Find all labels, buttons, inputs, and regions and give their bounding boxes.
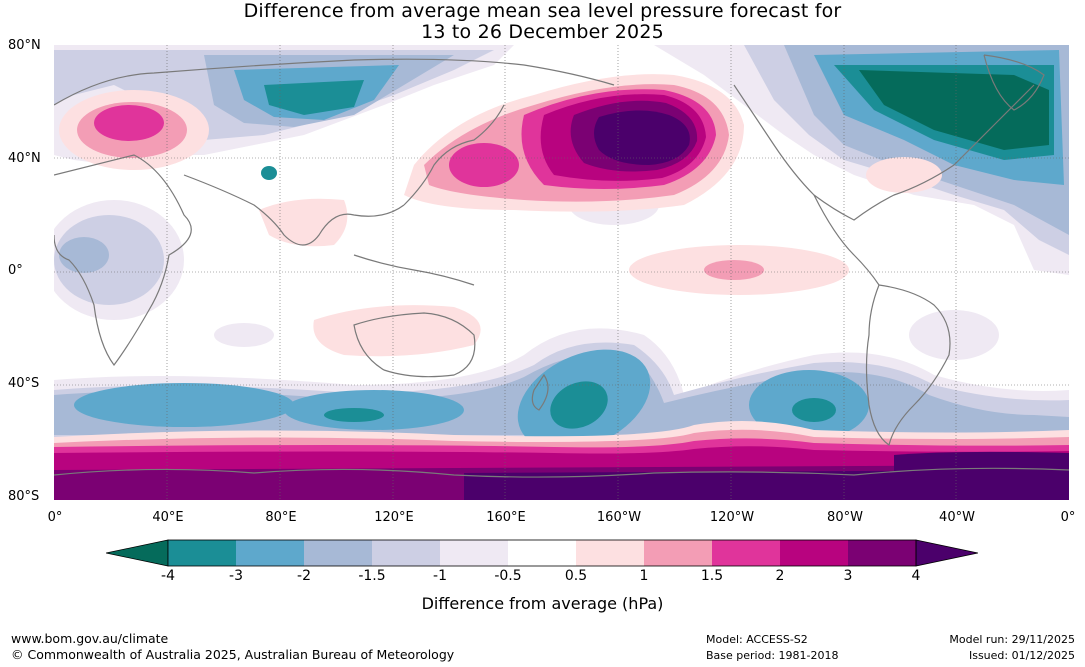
colorbar bbox=[106, 539, 978, 567]
colorbar-low-extend bbox=[106, 539, 169, 567]
colorbar-cell bbox=[508, 540, 577, 566]
colorbar-cell bbox=[780, 540, 849, 566]
lat-label-80s: 80°S bbox=[8, 489, 40, 504]
colorbar-tick-label: -1.5 bbox=[358, 568, 386, 584]
pressure-anomaly-map bbox=[54, 45, 1069, 500]
colorbar-tick-label: -0.5 bbox=[494, 568, 522, 584]
colorbar-tick-label: -3 bbox=[229, 568, 243, 584]
lon-label-120w: 120°W bbox=[709, 510, 755, 525]
lat-label-40s: 40°S bbox=[8, 376, 40, 391]
colorbar-label: Difference from average (hPa) bbox=[421, 594, 664, 613]
lat-label-40n: 40°N bbox=[8, 151, 41, 166]
lon-label-160e: 160°E bbox=[486, 510, 526, 525]
lon-label-80w: 80°W bbox=[827, 510, 863, 525]
footer-url[interactable]: www.bom.gov.au/climate bbox=[11, 631, 169, 646]
lon-label-0e: 0° bbox=[47, 510, 63, 525]
lat-label-80n: 80°N bbox=[8, 38, 41, 53]
colorbar-cell bbox=[576, 540, 645, 566]
footer-copyright: © Commonwealth of Australia 2025, Austra… bbox=[11, 647, 455, 662]
colorbar-cell bbox=[304, 540, 373, 566]
colorbar-cell bbox=[440, 540, 509, 566]
colorbar-high-extend bbox=[915, 539, 978, 567]
colorbar-tick-label: 4 bbox=[911, 568, 921, 584]
lon-label-80e: 80°E bbox=[265, 510, 297, 525]
lat-label-equator: 0° bbox=[8, 263, 23, 278]
footer-base-period: Base period: 1981-2018 bbox=[706, 649, 839, 662]
colorbar-tick-label: 2 bbox=[775, 568, 785, 584]
lon-label-160w: 160°W bbox=[596, 510, 642, 525]
colorbar-tick-label: 0.5 bbox=[564, 568, 588, 584]
map-title-line-2: 13 to 26 December 2025 bbox=[421, 21, 664, 43]
colorbar-cells bbox=[168, 540, 917, 566]
colorbar-cell bbox=[712, 540, 781, 566]
lon-label-120e: 120°E bbox=[374, 510, 414, 525]
colorbar-tick-label: -1 bbox=[433, 568, 447, 584]
footer-issued: Issued: 01/12/2025 bbox=[968, 649, 1075, 662]
colorbar-tick-label: -2 bbox=[297, 568, 311, 584]
colorbar-tick-label: 1 bbox=[639, 568, 649, 584]
footer-model-run: Model run: 29/11/2025 bbox=[949, 633, 1075, 646]
dark-teal-regions bbox=[859, 70, 1049, 150]
gridlines bbox=[54, 45, 1069, 500]
dark-purple-regions bbox=[464, 110, 1069, 500]
footer-model: Model: ACCESS-S2 bbox=[706, 633, 808, 646]
colorbar-cell bbox=[236, 540, 305, 566]
colorbar-cell bbox=[372, 540, 441, 566]
colorbar-tick-label: 1.5 bbox=[700, 568, 724, 584]
colorbar-tick-label: 3 bbox=[843, 568, 853, 584]
lon-label-40e: 40°E bbox=[152, 510, 184, 525]
colorbar-cell bbox=[848, 540, 917, 566]
colorbar-frame bbox=[167, 539, 917, 567]
colorbar-tick-label: -4 bbox=[161, 568, 175, 584]
colorbar-cell bbox=[644, 540, 713, 566]
colorbar-cell bbox=[168, 540, 237, 566]
map-title-line-1: Difference from average mean sea level p… bbox=[243, 0, 842, 22]
map-canvas bbox=[54, 45, 1069, 500]
lon-label-0w: 0° bbox=[1060, 510, 1076, 525]
lon-label-40w: 40°W bbox=[939, 510, 975, 525]
coastlines bbox=[54, 54, 1069, 478]
